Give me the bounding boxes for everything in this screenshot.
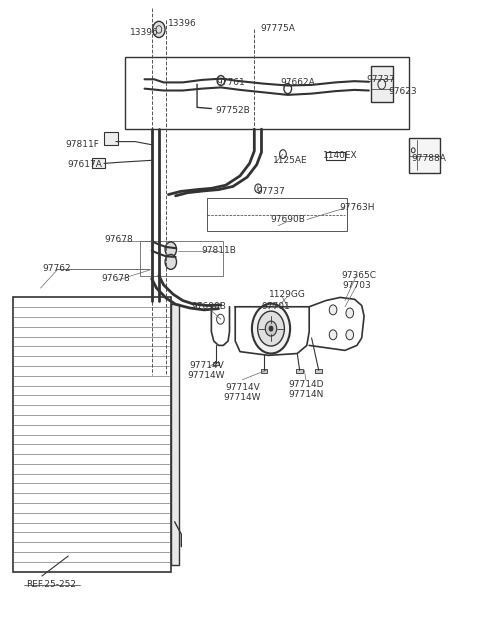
Bar (104, 132, 118, 145)
Text: 97617A: 97617A (68, 160, 102, 169)
Bar (371, 66, 393, 102)
Text: 97775A: 97775A (261, 24, 296, 33)
Circle shape (329, 330, 337, 340)
Circle shape (252, 304, 290, 354)
Bar (125, 58, 409, 129)
Text: 97714N: 97714N (288, 389, 324, 399)
Text: 13396: 13396 (168, 19, 197, 28)
Text: 97701: 97701 (262, 302, 290, 311)
Circle shape (258, 311, 284, 346)
Bar (213, 362, 219, 366)
Text: 97788A: 97788A (411, 154, 446, 163)
Text: 13396: 13396 (130, 28, 159, 37)
Text: 97662A: 97662A (280, 78, 315, 87)
Text: 97737: 97737 (257, 187, 286, 196)
Bar (171, 304, 180, 565)
Bar (206, 198, 348, 231)
Text: 1129GG: 1129GG (269, 290, 306, 299)
Text: 97714V: 97714V (189, 361, 224, 371)
Circle shape (153, 21, 165, 38)
Bar (92, 158, 106, 168)
Text: 97690B: 97690B (270, 215, 305, 224)
Bar (140, 242, 223, 275)
Text: 97763H: 97763H (339, 203, 375, 212)
Circle shape (269, 326, 273, 331)
Text: 97737: 97737 (366, 74, 395, 84)
Circle shape (329, 305, 337, 315)
Text: 97714D: 97714D (288, 380, 324, 389)
Bar (261, 369, 267, 373)
Bar (315, 369, 322, 373)
Bar (409, 138, 441, 173)
Circle shape (165, 242, 177, 257)
Text: REF.25-252: REF.25-252 (26, 580, 76, 588)
Text: 1140EX: 1140EX (323, 151, 358, 160)
Text: 97623: 97623 (388, 87, 417, 96)
Text: 97678: 97678 (104, 235, 132, 244)
Text: 97762: 97762 (42, 264, 71, 273)
Circle shape (346, 330, 354, 340)
Text: 97703: 97703 (343, 281, 372, 290)
Circle shape (165, 254, 177, 269)
Text: 97678: 97678 (102, 274, 130, 283)
Text: 1125AE: 1125AE (273, 156, 307, 165)
Text: 97761: 97761 (216, 78, 245, 87)
Text: 97714W: 97714W (188, 371, 225, 380)
Text: 97714V: 97714V (225, 383, 260, 393)
Text: 97752B: 97752B (216, 106, 250, 115)
Circle shape (265, 321, 277, 336)
Text: 97690B: 97690B (192, 302, 227, 311)
Bar (296, 369, 303, 373)
Bar (13, 297, 171, 572)
Text: 97811B: 97811B (201, 246, 236, 255)
Text: 97365C: 97365C (342, 271, 377, 280)
Text: 97811F: 97811F (66, 140, 99, 149)
Text: 97714W: 97714W (224, 393, 261, 402)
Circle shape (346, 308, 354, 318)
